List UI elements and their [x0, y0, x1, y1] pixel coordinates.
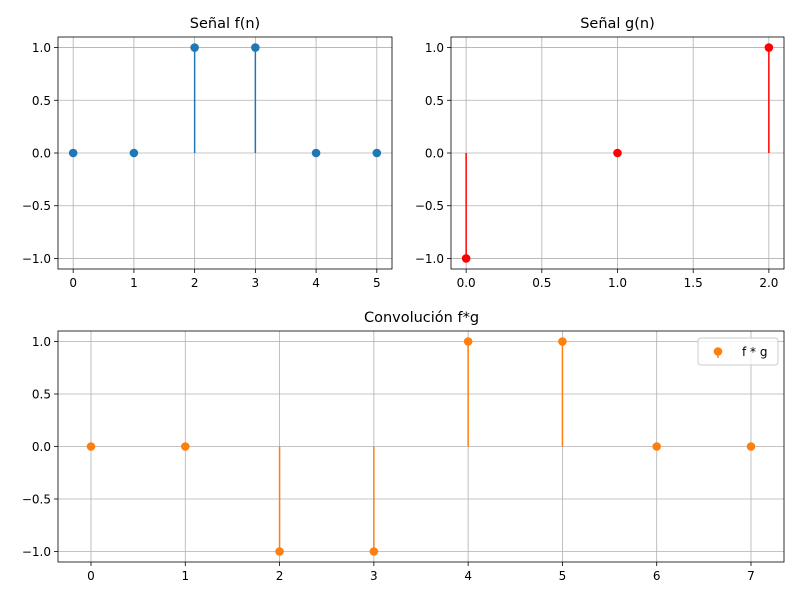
y-tick-label: 0.5: [32, 388, 51, 402]
x-tick-label: 4: [312, 276, 320, 290]
y-tick-label: 0.5: [32, 94, 51, 108]
x-tick-label: 1: [130, 276, 138, 290]
legend-box: [697, 337, 779, 366]
y-tick-label: 1.0: [425, 41, 444, 55]
data-point: [461, 254, 471, 263]
panel-convolution: Convolución f*g 0 1 2 3 4 5 6 7 −1.0 −0.5 0.0 0.5 1.…: [22, 310, 785, 583]
data-point: [190, 43, 199, 52]
x-tick-label: 2: [191, 276, 199, 290]
x-tick-label: 6: [653, 569, 661, 583]
panel-title: Convolución f*g: [364, 310, 479, 326]
x-tick-label: 0: [87, 569, 95, 583]
legend-marker: [713, 347, 723, 356]
x-tick-label: 1: [181, 569, 189, 583]
y-tick-label: −1.0: [415, 252, 444, 266]
data-point: [129, 148, 139, 158]
x-tick-label: 5: [373, 276, 381, 290]
x-tick-label: 7: [747, 569, 755, 583]
data-point: [68, 148, 78, 158]
y-tick-label: −0.5: [22, 199, 51, 213]
x-tick-label: 2: [276, 569, 284, 583]
y-tick-label: −1.0: [22, 252, 51, 266]
x-tick-label: 0: [69, 276, 77, 290]
data-point: [86, 442, 96, 451]
panel-title: Señal g(n): [580, 16, 655, 32]
x-tick-label: 0.5: [532, 276, 551, 290]
data-point: [463, 337, 473, 346]
y-tick-label: −0.5: [22, 493, 51, 507]
data-point: [369, 547, 379, 556]
y-tick-label: −1.0: [22, 545, 51, 559]
x-tick-label: 1.5: [684, 276, 703, 290]
data-point: [746, 442, 756, 451]
data-point: [613, 148, 622, 158]
y-tick-label: −0.5: [415, 199, 444, 213]
y-tick-label: 1.0: [32, 335, 51, 349]
y-tick-label: 1.0: [32, 41, 51, 55]
data-point: [652, 442, 662, 451]
data-point: [558, 337, 567, 346]
data-point: [372, 148, 382, 158]
x-tick-label: 0.0: [457, 276, 476, 290]
data-point: [275, 547, 284, 556]
data-point: [251, 43, 260, 52]
x-tick-label: 2.0: [759, 276, 778, 290]
x-tick-label: 3: [370, 569, 378, 583]
panel-signal-f: Señal f(n) 0 1 2 3 4 5 −1.0 −0.5 0.0 0.5 1.0: [22, 16, 393, 290]
data-point: [311, 148, 321, 158]
panel-signal-g: Señal g(n) 0.0 0.5 1.0 1.5 2.0 −1.0 −0.5 0.0 0.5…: [415, 16, 785, 290]
x-tick-label: 3: [252, 276, 260, 290]
x-tick-label: 1.0: [608, 276, 627, 290]
panel-title: Señal f(n): [190, 16, 260, 32]
y-tick-label: 0.0: [32, 440, 51, 454]
y-tick-label: 0.5: [425, 94, 444, 108]
x-tick-label: 5: [559, 569, 567, 583]
data-point: [180, 442, 190, 451]
data-point: [764, 43, 774, 52]
y-tick-label: 0.0: [32, 147, 51, 161]
y-tick-label: 0.0: [425, 147, 444, 161]
legend-label: f * g: [742, 345, 767, 359]
x-tick-label: 4: [464, 569, 472, 583]
legend: f * g: [697, 337, 779, 366]
